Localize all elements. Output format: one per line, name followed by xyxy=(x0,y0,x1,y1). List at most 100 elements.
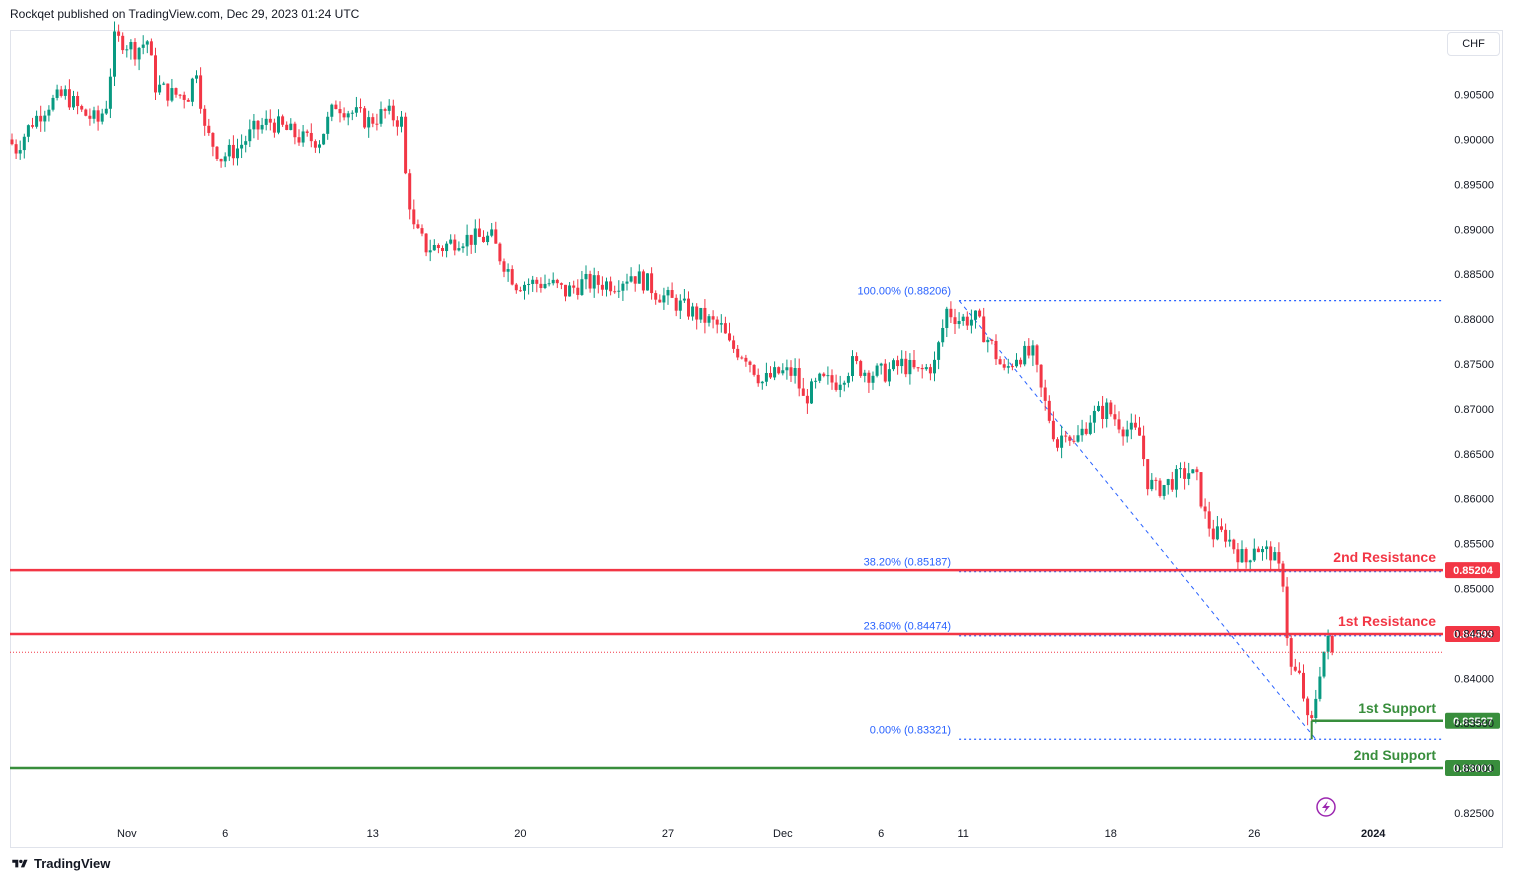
candle-body xyxy=(1019,359,1023,365)
candle-body xyxy=(268,118,272,123)
candle-body xyxy=(789,367,793,376)
candle-body xyxy=(211,132,215,147)
y-tick-label: 0.86500 xyxy=(1454,449,1494,461)
candle-body xyxy=(621,283,625,291)
candle-body xyxy=(916,367,920,369)
candle-body xyxy=(1244,549,1248,563)
candle-body xyxy=(1191,469,1195,474)
candle-body xyxy=(1051,420,1055,440)
candle-body xyxy=(1006,366,1010,368)
candle-body xyxy=(682,298,686,301)
candle-body xyxy=(1154,479,1158,481)
flash-icon[interactable] xyxy=(1316,797,1336,817)
candle-body xyxy=(342,113,346,118)
candle-body xyxy=(1039,364,1043,388)
fib-trend-line xyxy=(958,300,1317,740)
candle-body xyxy=(933,359,936,374)
candle-body xyxy=(432,245,436,251)
candle-body xyxy=(469,234,473,245)
candle-body xyxy=(744,357,748,362)
candle-body xyxy=(1084,428,1088,434)
candle-body xyxy=(957,321,961,325)
candle-body xyxy=(1113,414,1117,420)
x-tick-label: 26 xyxy=(1248,828,1260,840)
y-tick-label: 0.84500 xyxy=(1454,628,1494,640)
candle-body xyxy=(826,375,830,377)
candle-body xyxy=(1101,405,1105,420)
candle-body xyxy=(687,298,690,317)
candle-body xyxy=(502,261,506,272)
candle-body xyxy=(363,108,367,128)
candle-body xyxy=(55,89,59,98)
candle-body xyxy=(924,367,928,370)
candle-body xyxy=(699,307,703,320)
x-tick-label: Nov xyxy=(117,828,137,840)
candle-body xyxy=(477,228,481,237)
candle-body xyxy=(1310,715,1314,719)
candle-body xyxy=(113,31,116,77)
candle-body xyxy=(1138,427,1141,436)
candle-body xyxy=(1179,468,1182,470)
candle-body xyxy=(1150,479,1154,490)
level-price-tag xyxy=(1445,712,1500,729)
y-tick-label: 0.89500 xyxy=(1454,179,1494,191)
candle-body xyxy=(350,112,354,114)
candle-body xyxy=(272,122,276,133)
x-tick-label: 6 xyxy=(222,828,228,840)
candle-body xyxy=(1318,676,1322,699)
x-tick-label: 20 xyxy=(514,828,526,840)
candle-body xyxy=(613,291,617,293)
candle-body xyxy=(871,375,875,383)
candle-body xyxy=(641,271,645,291)
candle-body xyxy=(912,359,916,368)
candle-body xyxy=(80,106,84,110)
candle-body xyxy=(313,141,317,148)
candle-body xyxy=(1166,479,1170,486)
candle-body xyxy=(305,131,309,133)
candle-body xyxy=(678,300,682,311)
y-tick-label: 0.83000 xyxy=(1454,763,1494,775)
candle-body xyxy=(104,108,108,114)
candle-body xyxy=(1023,345,1027,365)
candle-body xyxy=(445,243,449,252)
candle-body xyxy=(404,116,408,174)
candle-body xyxy=(998,359,1002,365)
candle-body xyxy=(309,132,313,142)
candle-body xyxy=(154,55,157,93)
candle-body xyxy=(707,316,711,323)
candle-body xyxy=(158,84,162,93)
candle-body xyxy=(121,35,125,51)
candle-body xyxy=(322,133,326,145)
tradingview-brand[interactable]: TradingView xyxy=(10,856,110,871)
candle-body xyxy=(904,358,908,375)
candle-body xyxy=(629,276,633,282)
candle-body xyxy=(354,107,358,113)
candle-body xyxy=(248,129,252,142)
candle-body xyxy=(367,117,371,128)
candle-body xyxy=(559,283,563,285)
level-price-label: 0.83001 xyxy=(1453,763,1493,775)
candle-body xyxy=(1203,506,1207,512)
candle-body xyxy=(465,234,469,247)
candle-body xyxy=(875,365,879,376)
candle-body xyxy=(920,367,924,370)
candle-body xyxy=(1240,549,1244,563)
candle-body xyxy=(334,104,338,110)
candle-body xyxy=(851,356,854,376)
candle-body xyxy=(1220,526,1223,530)
candlesticks xyxy=(10,21,1334,740)
candle-body xyxy=(10,139,14,145)
candle-body xyxy=(941,327,945,343)
candle-body xyxy=(92,110,96,119)
y-tick-label: 0.88500 xyxy=(1454,269,1494,281)
candle-body xyxy=(600,284,604,290)
level-price-tag xyxy=(1445,562,1500,579)
x-tick-label: 27 xyxy=(662,828,674,840)
candle-body xyxy=(572,285,576,288)
candle-body xyxy=(1297,670,1301,673)
currency-button[interactable]: CHF xyxy=(1447,32,1500,56)
candle-body xyxy=(982,316,986,343)
candle-body xyxy=(797,368,801,389)
candle-body xyxy=(108,76,112,109)
